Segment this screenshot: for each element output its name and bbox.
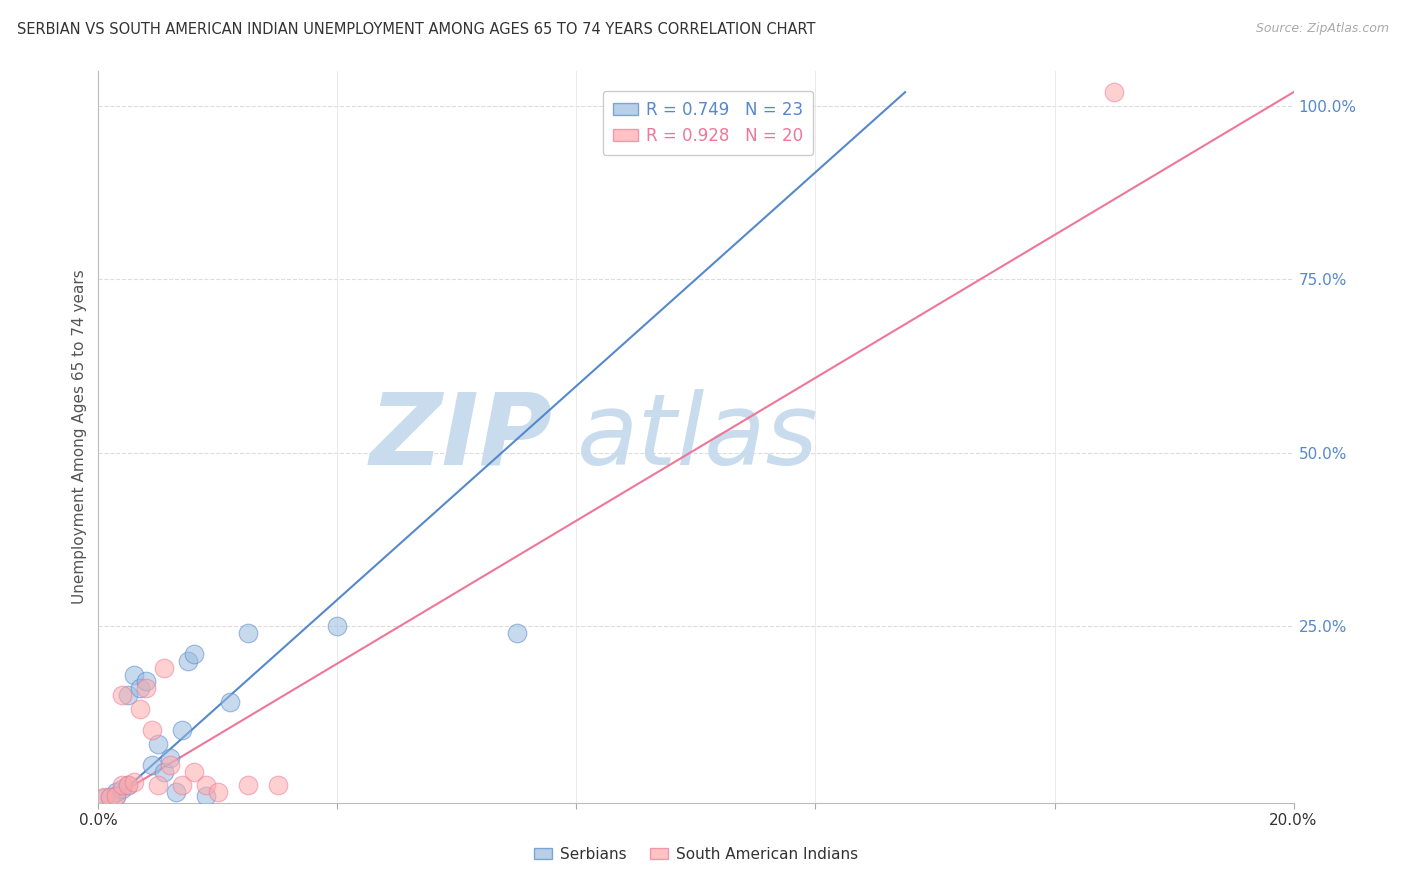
Point — [219, 695, 242, 709]
Point — [159, 750, 181, 764]
Point — [506, 626, 529, 640]
Point — [153, 764, 176, 779]
Point — [177, 654, 200, 668]
Point — [93, 791, 115, 805]
Point — [1104, 85, 1126, 99]
Point — [117, 779, 139, 793]
Point — [135, 674, 157, 689]
Point — [93, 790, 115, 805]
Point — [236, 779, 259, 793]
Text: Source: ZipAtlas.com: Source: ZipAtlas.com — [1256, 22, 1389, 36]
Point — [129, 702, 152, 716]
Point — [172, 779, 194, 793]
Point — [148, 779, 170, 793]
Point — [153, 660, 176, 674]
Point — [111, 781, 134, 796]
Point — [98, 790, 122, 805]
Point — [105, 789, 128, 803]
Point — [183, 647, 205, 661]
Point — [141, 723, 163, 737]
Point — [159, 757, 181, 772]
Text: ZIP: ZIP — [370, 389, 553, 485]
Point — [141, 757, 163, 772]
Point — [195, 779, 218, 793]
Point — [195, 789, 218, 803]
Point — [105, 789, 128, 803]
Point — [207, 785, 229, 799]
Point — [129, 681, 152, 696]
Point — [183, 764, 205, 779]
Point — [111, 689, 134, 703]
Point — [111, 779, 134, 793]
Y-axis label: Unemployment Among Ages 65 to 74 years: Unemployment Among Ages 65 to 74 years — [72, 269, 87, 605]
Point — [326, 619, 349, 633]
Text: atlas: atlas — [576, 389, 818, 485]
Point — [124, 775, 146, 789]
Point — [98, 789, 122, 804]
Point — [124, 667, 146, 681]
Point — [267, 779, 290, 793]
Point — [165, 785, 187, 799]
Point — [117, 779, 139, 793]
Point — [236, 626, 259, 640]
Point — [117, 689, 139, 703]
Point — [135, 681, 157, 696]
Legend: Serbians, South American Indians: Serbians, South American Indians — [529, 841, 863, 868]
Point — [148, 737, 170, 751]
Text: SERBIAN VS SOUTH AMERICAN INDIAN UNEMPLOYMENT AMONG AGES 65 TO 74 YEARS CORRELAT: SERBIAN VS SOUTH AMERICAN INDIAN UNEMPLO… — [17, 22, 815, 37]
Point — [105, 785, 128, 799]
Point — [172, 723, 194, 737]
